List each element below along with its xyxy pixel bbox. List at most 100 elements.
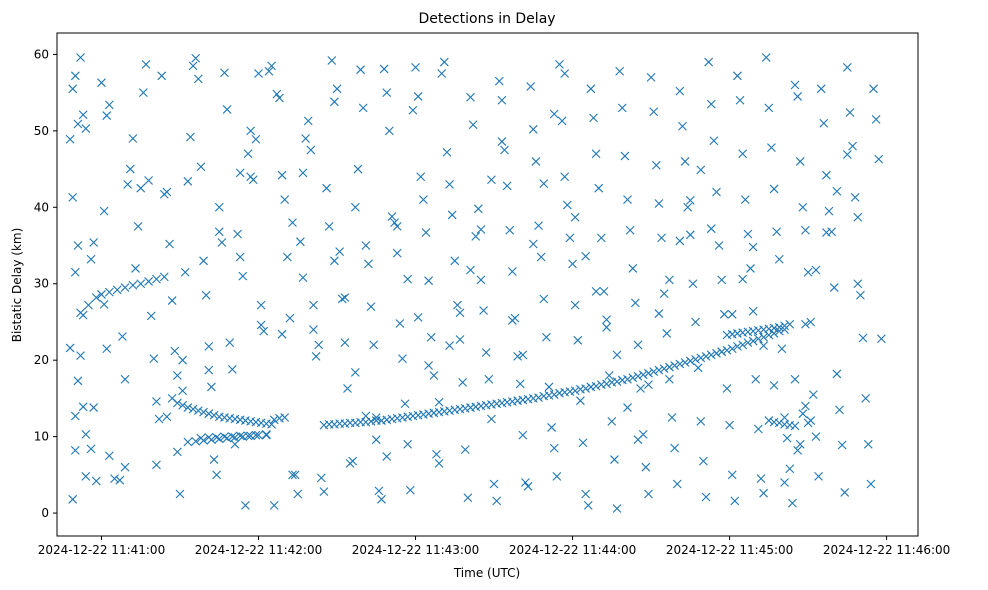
detection-marker	[562, 200, 572, 210]
detection-marker	[450, 256, 460, 266]
detection-marker	[212, 470, 222, 480]
detection-marker	[468, 120, 478, 130]
detection-marker	[659, 289, 669, 299]
track-detection-marker	[701, 351, 711, 361]
detection-marker	[371, 413, 381, 422]
detection-marker	[476, 275, 486, 285]
track-detection-marker	[738, 340, 748, 350]
detection-marker	[442, 147, 452, 157]
detection-marker	[91, 476, 101, 486]
detection-marker	[670, 443, 680, 453]
detection-marker	[706, 224, 716, 234]
y-tick-label: 30	[34, 277, 49, 291]
detection-marker	[81, 429, 91, 439]
detection-marker	[256, 300, 266, 310]
detection-marker	[719, 309, 729, 319]
detection-marker	[492, 496, 502, 506]
detection-marker	[104, 100, 114, 110]
detection-marker	[298, 273, 308, 283]
detection-marker	[591, 286, 601, 296]
track-detection-marker	[602, 379, 611, 389]
detection-marker	[201, 290, 211, 300]
y-tick-label: 0	[41, 506, 49, 520]
track-detection-marker	[104, 287, 114, 297]
track-detection-marker	[638, 370, 648, 380]
track-detection-marker	[212, 432, 222, 442]
detection-marker	[560, 172, 570, 182]
detection-marker	[193, 74, 203, 84]
detection-marker	[479, 306, 488, 315]
detection-marker	[824, 206, 834, 216]
detection-marker	[413, 92, 423, 101]
detection-marker	[99, 299, 109, 309]
detection-marker	[288, 218, 297, 227]
detection-marker	[858, 333, 868, 343]
detection-marker	[309, 325, 318, 334]
detection-marker	[696, 416, 706, 426]
track-detection-marker	[220, 432, 229, 442]
detection-marker	[500, 145, 509, 155]
detection-marker	[89, 403, 99, 412]
detection-marker	[837, 440, 847, 450]
detection-marker	[398, 354, 407, 364]
detection-marker	[350, 368, 360, 377]
detection-marker	[256, 320, 266, 330]
track-detection-marker	[209, 410, 219, 420]
detection-marker	[272, 89, 282, 99]
detection-marker	[138, 88, 148, 98]
track-detection-marker	[251, 430, 261, 440]
track-detection-marker	[790, 421, 800, 431]
detection-marker	[620, 151, 630, 161]
detection-marker	[429, 371, 439, 380]
detection-marker	[65, 343, 75, 353]
detection-marker	[447, 210, 457, 220]
detection-marker	[154, 414, 164, 424]
track-detection-marker	[633, 371, 643, 381]
detection-marker	[599, 286, 609, 296]
detection-marker	[764, 103, 774, 113]
detection-marker	[733, 71, 742, 81]
detection-marker	[364, 259, 373, 269]
detection-marker	[178, 355, 188, 365]
detection-marker	[426, 332, 436, 342]
detection-marker	[672, 479, 682, 489]
detection-marker	[842, 63, 852, 72]
track-detection-marker	[570, 386, 580, 396]
detection-marker	[384, 126, 394, 136]
track-detection-marker	[254, 430, 263, 440]
track-detection-marker	[691, 355, 700, 364]
detection-marker	[434, 458, 444, 468]
detection-marker	[581, 489, 591, 499]
detection-marker	[246, 126, 256, 136]
detection-marker	[513, 351, 522, 361]
detection-marker	[612, 350, 622, 360]
detection-marker	[549, 443, 559, 453]
detection-marker	[214, 202, 224, 212]
track-detection-marker	[112, 285, 122, 295]
detection-marker	[254, 69, 263, 78]
detection-marker	[801, 225, 810, 235]
chart-title: Detections in Delay	[418, 11, 555, 27]
detection-marker	[756, 474, 766, 484]
x-tick-label: 2024-12-22 11:45:00	[666, 543, 793, 557]
detection-marker	[531, 157, 541, 166]
track-detection-marker	[159, 272, 169, 282]
detection-marker	[259, 326, 269, 336]
detection-marker	[612, 504, 622, 513]
track-detection-marker	[764, 416, 774, 425]
detection-marker	[110, 474, 119, 484]
detection-marker	[73, 376, 83, 386]
detection-marker	[685, 196, 695, 205]
detection-marker	[602, 322, 611, 332]
detection-marker	[701, 492, 711, 502]
detection-marker	[303, 116, 313, 126]
detection-marker	[395, 319, 405, 328]
y-tick-label: 10	[34, 430, 49, 444]
track-detection-marker	[91, 293, 101, 302]
detection-marker	[576, 396, 585, 406]
track-detection-marker	[243, 431, 253, 441]
detection-marker	[167, 296, 177, 305]
detection-marker	[125, 164, 135, 174]
detection-marker	[199, 256, 208, 266]
